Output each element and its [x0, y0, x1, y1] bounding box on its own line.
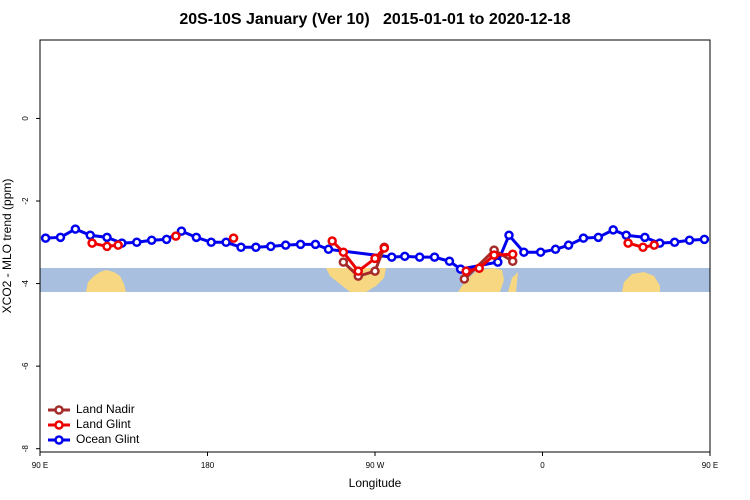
- point: [338, 247, 349, 257]
- point: [640, 232, 650, 243]
- point: [379, 243, 390, 253]
- land: [622, 272, 660, 292]
- point: [459, 274, 470, 284]
- point: [85, 230, 95, 241]
- land: [86, 270, 126, 292]
- x-tick-label: 0: [540, 461, 545, 470]
- point: [535, 247, 546, 257]
- point: [221, 237, 231, 248]
- point: [40, 233, 51, 243]
- point: [191, 232, 202, 243]
- point: [493, 257, 503, 267]
- point: [102, 232, 112, 243]
- legend-label: Ocean Glint: [76, 432, 140, 446]
- point: [102, 241, 112, 252]
- point: [519, 247, 529, 257]
- point: [266, 241, 276, 252]
- point: [444, 256, 455, 267]
- point: [578, 233, 589, 243]
- point: [621, 230, 631, 241]
- point: [338, 257, 349, 267]
- point: [370, 266, 380, 276]
- point: [70, 224, 81, 234]
- y-tick-label: -8: [21, 445, 30, 453]
- point: [87, 238, 97, 248]
- point: [638, 242, 648, 252]
- x-tick-label: 90 W: [366, 461, 385, 470]
- point: [550, 244, 561, 255]
- y-tick-label: -6: [21, 362, 30, 370]
- point: [295, 239, 306, 250]
- point: [146, 235, 157, 245]
- point: [414, 252, 425, 262]
- x-tick-label: 90 E: [32, 461, 48, 470]
- point: [593, 232, 604, 243]
- y-tick-label: -4: [21, 279, 30, 287]
- point: [176, 226, 187, 236]
- x-tick-label: 90 E: [702, 461, 718, 470]
- point: [132, 237, 142, 248]
- y-axis-label: XCO2 - MLO trend (ppm): [0, 179, 14, 314]
- point: [608, 225, 618, 235]
- point: [684, 235, 695, 245]
- point: [504, 230, 514, 241]
- point: [353, 266, 363, 276]
- point: [323, 244, 334, 255]
- legend-marker: [54, 405, 64, 415]
- legend-marker: [54, 435, 64, 445]
- point: [171, 231, 181, 241]
- point: [251, 242, 261, 252]
- point: [699, 234, 710, 245]
- point: [387, 252, 397, 262]
- point: [400, 251, 410, 262]
- point: [327, 236, 337, 246]
- point: [161, 234, 172, 245]
- point: [370, 253, 380, 264]
- legend-label: Land Nadir: [76, 402, 135, 416]
- point: [649, 240, 659, 250]
- point: [113, 240, 123, 250]
- point: [474, 263, 484, 274]
- y-tick-label: 0: [21, 116, 30, 121]
- land: [508, 272, 518, 292]
- land: [458, 268, 504, 292]
- point: [489, 250, 499, 260]
- point: [228, 233, 239, 243]
- y-tick-label: -2: [21, 197, 30, 205]
- point: [669, 237, 680, 248]
- point: [206, 237, 216, 248]
- point: [236, 242, 246, 252]
- point: [623, 238, 633, 248]
- point: [563, 240, 574, 250]
- x-tick-label: 180: [201, 461, 215, 470]
- point: [280, 240, 291, 250]
- point: [55, 232, 66, 243]
- legend-label: Land Glint: [76, 417, 131, 431]
- point: [429, 252, 440, 262]
- point: [507, 249, 518, 260]
- point: [461, 266, 471, 276]
- point: [310, 239, 321, 250]
- chart-title: 20S-10S January (Ver 10) 2015-01-01 to 2…: [179, 11, 570, 28]
- legend-marker: [54, 420, 64, 430]
- x-axis-label: Longitude: [349, 476, 402, 490]
